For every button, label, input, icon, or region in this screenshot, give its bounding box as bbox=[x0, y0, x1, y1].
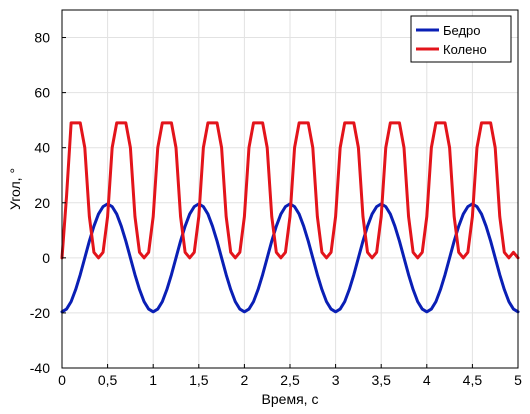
legend: Бедро Колено bbox=[410, 15, 512, 63]
y-tick-label: -40 bbox=[30, 360, 50, 376]
x-tick-label: 0 bbox=[58, 372, 66, 388]
y-tick-label: -20 bbox=[30, 305, 50, 321]
x-tick-label: 4 bbox=[423, 372, 431, 388]
legend-box bbox=[410, 15, 512, 63]
y-tick-label: 80 bbox=[34, 30, 50, 46]
x-tick-label: 4,5 bbox=[463, 372, 483, 388]
ticks: 0 0,5 1 1,5 2 2,5 3 3,5 4 4,5 5 -40 -20 0 20 40 60 80 bbox=[30, 30, 522, 388]
y-axis-title: Угол, ° bbox=[7, 168, 23, 210]
x-tick-label: 2 bbox=[241, 372, 249, 388]
x-axis-title: Время, с bbox=[262, 391, 319, 407]
x-tick-label: 3,5 bbox=[371, 372, 391, 388]
series-lines bbox=[60, 121, 520, 314]
x-tick-label: 1 bbox=[149, 372, 157, 388]
y-tick-label: 40 bbox=[34, 140, 50, 156]
legend-label-knee: Колено bbox=[443, 42, 487, 57]
x-tick-label: 2,5 bbox=[280, 372, 300, 388]
x-tick-label: 3 bbox=[332, 372, 340, 388]
y-tick-label: 20 bbox=[34, 195, 50, 211]
y-tick-label: 0 bbox=[42, 250, 50, 266]
x-tick-label: 0,5 bbox=[98, 372, 118, 388]
x-tick-label: 1,5 bbox=[189, 372, 209, 388]
series-line-knee bbox=[60, 121, 520, 260]
legend-label-hip: Бедро bbox=[443, 23, 481, 38]
y-tick-label: 60 bbox=[34, 85, 50, 101]
x-tick-label: 5 bbox=[514, 372, 522, 388]
